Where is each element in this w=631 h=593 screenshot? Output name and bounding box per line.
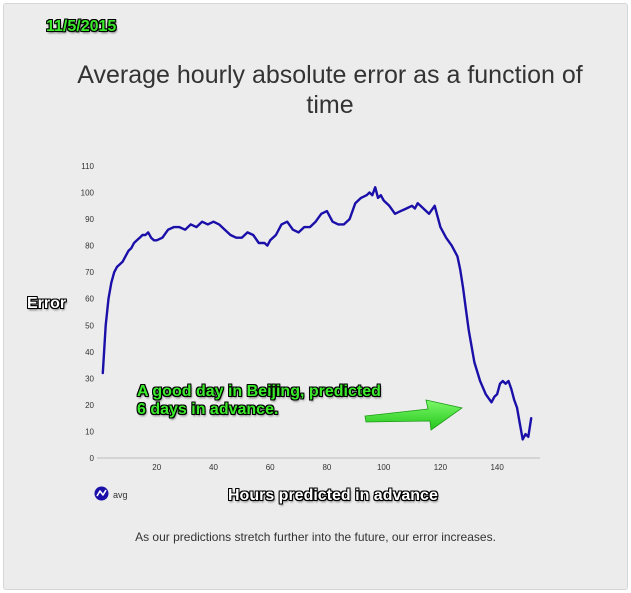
y-tick-label: 50 <box>85 321 94 330</box>
y-tick-label: 0 <box>90 454 95 463</box>
x-tick-label: 60 <box>266 463 275 472</box>
x-tick-label: 140 <box>490 463 504 472</box>
line-chart-icon[interactable] <box>94 486 109 501</box>
y-tick-label: 30 <box>85 374 94 383</box>
annotation-text: A good day in Beijing, predicted 6 days … <box>137 383 381 419</box>
x-tick-label: 100 <box>377 463 391 472</box>
y-tick-label: 100 <box>81 189 95 198</box>
x-tick-label: 40 <box>209 463 218 472</box>
y-tick-label: 20 <box>85 401 94 410</box>
x-tick-label: 120 <box>434 463 448 472</box>
annotation-line-1: A good day in Beijing, predicted <box>137 383 381 400</box>
x-axis-label: Hours predicted in advance <box>228 487 438 504</box>
series-avg-line <box>101 186 533 441</box>
y-tick-label: 60 <box>85 295 94 304</box>
y-tick-label: 110 <box>81 162 94 171</box>
y-tick-label: 80 <box>85 242 94 251</box>
annotation-arrow <box>364 399 463 431</box>
chart-title: Average hourly absolute error as a funct… <box>77 61 583 119</box>
y-axis-label: Error <box>27 295 67 312</box>
y-tick-label: 10 <box>85 427 94 436</box>
y-tick-label: 70 <box>85 268 94 277</box>
x-axis-ticks: 20 40 60 80 100 120 140 <box>152 463 504 472</box>
y-tick-label: 40 <box>85 348 94 357</box>
x-tick-label: 80 <box>322 463 331 472</box>
date-stamp: 11/5/2015 <box>46 18 117 35</box>
y-tick-label: 90 <box>85 215 94 224</box>
y-axis-ticks: 0 10 20 30 40 50 60 70 80 90 100 110 <box>81 162 95 463</box>
annotation-line-2: 6 days in advance. <box>137 401 279 418</box>
x-tick-label: 20 <box>152 463 161 472</box>
caption: As our predictions stretch further into … <box>135 530 496 544</box>
legend-series-label[interactable]: avg <box>113 490 128 500</box>
